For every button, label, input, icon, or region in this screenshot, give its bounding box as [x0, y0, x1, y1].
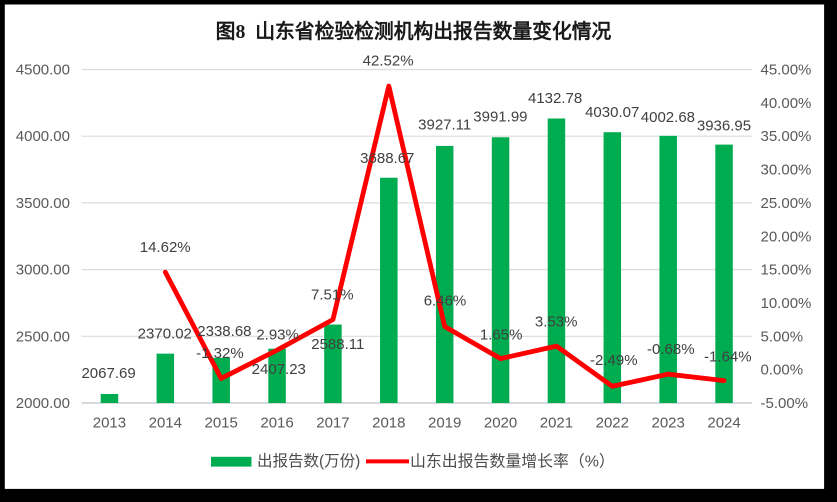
svg-text:2407.23: 2407.23	[252, 361, 306, 378]
svg-text:45.00%: 45.00%	[761, 62, 812, 79]
svg-text:0.00%: 0.00%	[761, 362, 804, 379]
svg-text:4132.78: 4132.78	[528, 90, 582, 107]
svg-text:-5.00%: -5.00%	[761, 395, 809, 412]
svg-text:15.00%: 15.00%	[761, 262, 812, 279]
svg-text:2.93%: 2.93%	[256, 326, 299, 343]
svg-text:出报告数(万份): 出报告数(万份)	[257, 452, 360, 470]
svg-text:3991.99: 3991.99	[473, 108, 527, 125]
svg-text:1.65%: 1.65%	[480, 327, 523, 344]
svg-text:3500.00: 3500.00	[16, 195, 70, 212]
svg-text:2024: 2024	[707, 415, 740, 432]
svg-text:-1.32%: -1.32%	[196, 345, 244, 362]
svg-text:3688.67: 3688.67	[360, 150, 414, 167]
svg-text:2067.69: 2067.69	[81, 365, 135, 382]
svg-text:-2.49%: -2.49%	[590, 352, 638, 369]
svg-text:3927.11: 3927.11	[418, 116, 471, 133]
svg-text:2022: 2022	[596, 415, 629, 432]
svg-text:2018: 2018	[372, 415, 405, 432]
svg-text:2014: 2014	[149, 415, 182, 432]
svg-text:10.00%: 10.00%	[761, 295, 812, 312]
svg-text:2016: 2016	[260, 415, 293, 432]
svg-text:3.53%: 3.53%	[535, 314, 578, 331]
svg-text:-0.68%: -0.68%	[647, 341, 695, 358]
svg-text:2017: 2017	[316, 415, 349, 432]
svg-text:4500.00: 4500.00	[16, 62, 70, 79]
svg-text:20.00%: 20.00%	[761, 228, 812, 245]
svg-text:7.51%: 7.51%	[311, 286, 354, 303]
svg-text:2020: 2020	[484, 415, 517, 432]
svg-text:4002.68: 4002.68	[641, 109, 695, 126]
svg-text:2021: 2021	[540, 415, 573, 432]
svg-text:25.00%: 25.00%	[761, 195, 812, 212]
svg-text:4030.07: 4030.07	[585, 104, 639, 121]
svg-text:30.00%: 30.00%	[761, 162, 812, 179]
svg-text:5.00%: 5.00%	[761, 328, 804, 345]
svg-text:2588.11: 2588.11	[311, 336, 364, 353]
svg-text:2013: 2013	[93, 415, 126, 432]
svg-text:3000.00: 3000.00	[16, 262, 70, 279]
svg-text:2000.00: 2000.00	[16, 395, 70, 412]
svg-text:6.46%: 6.46%	[424, 293, 467, 310]
svg-text:40.00%: 40.00%	[761, 95, 812, 112]
svg-text:山东出报告数量增长率（%）: 山东出报告数量增长率（%）	[410, 453, 615, 471]
svg-text:35.00%: 35.00%	[761, 128, 812, 145]
svg-text:图8 山东省检验检测机构出报告数量变化情况: 图8 山东省检验检测机构出报告数量变化情况	[216, 20, 612, 43]
svg-text:2338.68: 2338.68	[197, 323, 251, 340]
svg-text:2015: 2015	[205, 415, 238, 432]
svg-text:4000.00: 4000.00	[16, 128, 70, 145]
svg-text:2019: 2019	[428, 415, 461, 432]
svg-text:2023: 2023	[652, 415, 685, 432]
svg-text:2370.02: 2370.02	[138, 325, 192, 342]
svg-text:-1.64%: -1.64%	[704, 349, 752, 366]
svg-text:14.62%: 14.62%	[140, 239, 191, 256]
svg-text:42.52%: 42.52%	[363, 53, 414, 70]
svg-text:2500.00: 2500.00	[16, 328, 70, 345]
svg-text:3936.95: 3936.95	[697, 118, 751, 135]
